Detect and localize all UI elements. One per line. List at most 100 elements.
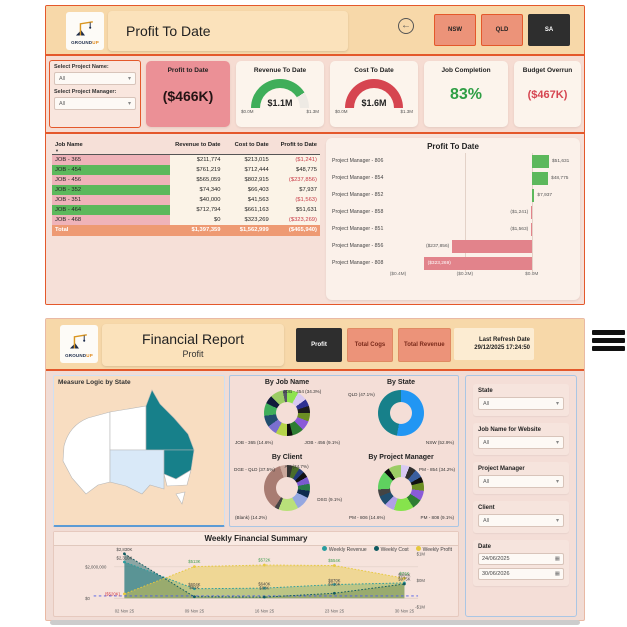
revenue-gauge: $1.1M [251,79,309,108]
bar-category-label: Project Manager - 856 [332,243,384,249]
cost-gauge: $1.6M [345,79,403,108]
donut-callout-label: PM - 806 (14.6%) [349,515,385,520]
table-row[interactable]: JOB - 365 $211,774 $213,015 ($1,241) [52,155,320,165]
bar-chart-plot: $51,631 $48,775 $7,937 ($1,241) ($1,563) ($23… [398,153,574,272]
donut-title: By Project Manager [368,454,434,461]
state-button-nsw[interactable]: NSW [434,14,476,46]
australia-map[interactable] [54,386,222,518]
bar-row[interactable]: ($1,241) [398,204,574,221]
nav-button-total-cogs[interactable]: Total Cogs [347,328,393,362]
bar-row[interactable]: $51,631 [398,153,574,170]
kpi-revenue-gauge: Revenue To Date $1.1M $0.0M $1.3M [236,61,324,127]
filter-dropdown[interactable]: All ▾ [478,475,564,488]
table-row[interactable]: JOB - 351 $40,000 $41,563 ($1,563) [52,195,320,205]
axis-tick-label: $0.0M [525,272,539,277]
bar-value-label: ($323,269) [427,261,451,266]
date-to-input[interactable]: 30/06/2026 ▦ [478,568,564,580]
filter-state: State All ▾ [473,384,569,416]
cost-value: $1.6M [361,98,387,108]
table-row[interactable]: JOB - 456 $565,059 $802,915 ($237,856) [52,175,320,185]
table-row[interactable]: JOB - 468 $0 $323,269 ($323,269) [52,215,320,225]
bar-row[interactable]: ($323,269) [398,255,574,272]
donut-title: By State [386,379,415,386]
donut-chart[interactable] [264,390,310,436]
svg-text:02 Nov 25: 02 Nov 25 [115,609,135,614]
filter-dropdown[interactable]: All ▾ [478,514,564,527]
filter-client: Client All ▾ [473,501,569,533]
kpi-budget-overrun: Budget Overrun ($467K) [514,61,581,127]
table-row[interactable]: JOB - 352 $74,340 $66,403 $7,937 [52,185,320,195]
state-button-qld[interactable]: QLD [481,14,523,46]
column-header[interactable]: Cost to Date [234,142,269,148]
state-button-sa[interactable]: SA [528,14,570,46]
chevron-down-icon: ▾ [127,101,131,107]
bar-value-label: ($237,856) [426,244,450,249]
column-header[interactable]: Profit to Date [280,142,317,148]
map-title: Measure Logic by State [58,379,131,386]
svg-text:23 Nov 25: 23 Nov 25 [325,609,345,614]
bar-category-label: Project Manager - 851 [332,226,384,232]
slicer-dropdown[interactable]: All ▾ [54,97,136,110]
weekly-summary-card: Weekly Financial Summary Weekly Revenue W… [53,531,459,617]
refresh-timestamp: 29/12/2025 17:24:50 [474,345,530,351]
chevron-down-icon: ▾ [555,479,559,485]
svg-text:$0M: $0M [417,578,426,583]
donut-chart[interactable] [264,465,310,511]
menu-icon[interactable] [592,330,625,354]
donut-chart[interactable] [378,465,424,511]
logo-text: GROUNDUP [71,39,99,45]
donut-callout-label: PM - 854 (34.2%) [419,467,455,472]
donut-callout-label: (Blank) (14.2%) [235,515,267,520]
table-row[interactable]: JOB - 454 $761,219 $712,444 $48,775 [52,165,320,175]
gauge-min: $0.0M [241,109,254,114]
bottom-title-box: Financial Report Profit [102,324,284,366]
bar-row[interactable]: $7,937 [398,187,574,204]
svg-text:$513K: $513K [188,559,200,564]
column-header[interactable]: Revenue to Date [175,142,221,148]
donut-callout-label: JOB - 365 (14.6%) [235,440,274,445]
donut-callout-label: JOB - 454 (34.3%) [283,389,322,394]
column-header[interactable]: Job Name ▼ [52,142,170,153]
bar-row[interactable]: $48,775 [398,170,574,187]
bar-value-label: ($1,241) [510,210,529,215]
weekly-area-chart[interactable]: $2,000,000$0$1M$0M-$1M$2,310K$604K $640K$… [54,546,456,616]
slicer-dropdown[interactable]: All ▾ [54,72,136,85]
state-vic [163,469,192,487]
detail-band: Job Name ▼ Revenue to Date Cost to Date Prof… [46,136,584,304]
back-button[interactable]: ← [398,18,414,34]
bar-value-label: $51,631 [552,159,570,164]
scrollbar[interactable] [50,620,580,625]
bar-category-label: Project Manager - 854 [332,175,384,181]
filter-dropdown[interactable]: All ▾ [478,436,564,449]
date-from-input[interactable]: 24/06/2025 ▦ [478,553,564,565]
svg-text:$554K: $554K [328,558,340,563]
weekly-chart-title: Weekly Financial Summary [54,532,458,546]
legend-item: Weekly Profit [415,546,452,553]
last-refresh: Last Refresh Date 29/12/2025 17:24:50 [454,328,534,360]
bar-row[interactable]: ($237,856) [398,238,574,255]
slicer-label: Select Project Name: [54,64,109,70]
filter-job-name-for-website: Job Name for Website All ▾ [473,423,569,455]
nav-button-total-revenue[interactable]: Total Revenue [398,328,451,362]
bar-row[interactable]: ($1,563) [398,221,574,238]
donut-chart[interactable] [378,390,424,436]
gauge-max: $1.3M [306,109,319,114]
bar-value-label: ($1,563) [510,227,529,232]
svg-text:$0: $0 [85,596,90,601]
svg-text:16 Nov 25: 16 Nov 25 [255,609,275,614]
donut-callout-label: NSW (52.9%) [425,440,454,445]
filter-dropdown[interactable]: All ▾ [478,397,564,410]
kpi-cost-gauge: Cost To Date $1.6M $0.0M $1.3M [330,61,418,127]
svg-text:$2,830K: $2,830K [116,547,132,552]
groundup-logo: GROUNDUP [60,325,98,363]
bar-chart-title: Profit To Date [427,142,479,151]
donut-charts-card: By Job Name JOB - 454 (34.3%) JOB - 456 (9… [229,375,459,527]
nav-button-profit[interactable]: Profit [296,328,342,362]
filter-icon[interactable]: ▼ [55,148,59,153]
crane-icon [75,20,93,35]
table-row[interactable]: JOB - 464 $712,794 $661,163 $51,631 [52,205,320,215]
crane-icon [69,333,87,348]
map-card: Measure Logic by State [53,375,225,527]
donut-callout-label: Act (34.7%) [284,464,309,469]
svg-text:$68K: $68K [259,585,269,590]
